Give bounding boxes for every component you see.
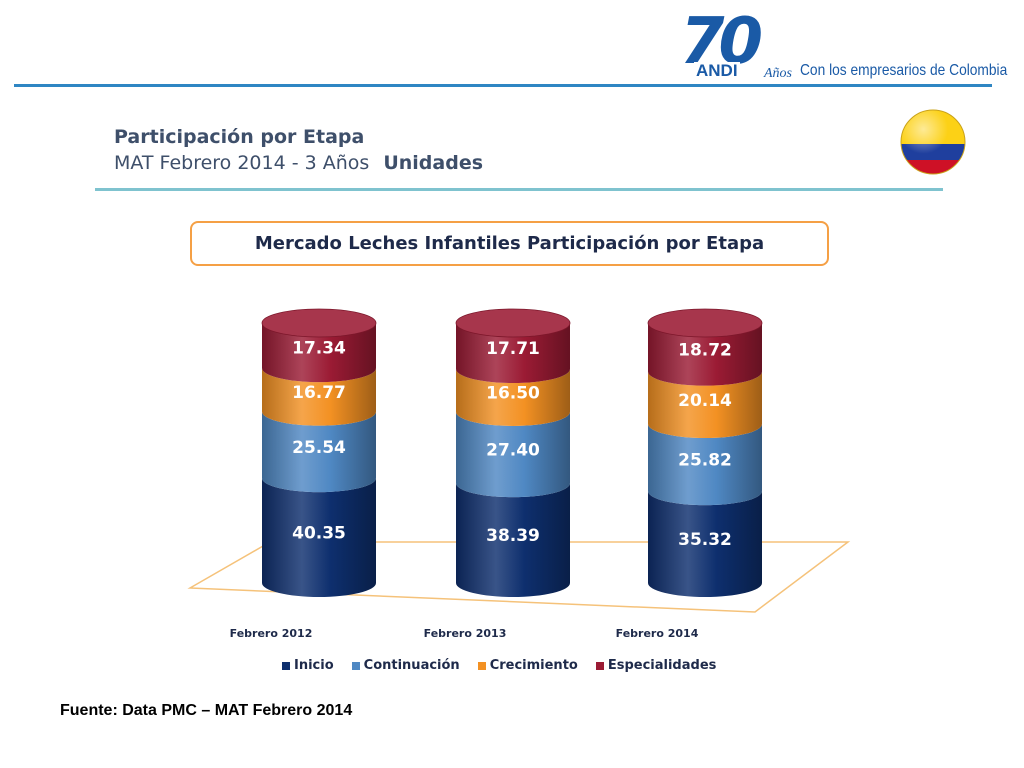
subtitle-period: MAT Febrero 2014 - 3 Años (114, 152, 370, 174)
legend-label: Crecimiento (489, 658, 578, 673)
legend-label: Especialidades (607, 658, 717, 673)
chart-title: Mercado Leches Infantiles Participación … (254, 233, 765, 254)
legend-swatch (282, 661, 290, 670)
legend-swatch (595, 661, 604, 670)
segment-especialidades (456, 323, 570, 384)
legend-swatch (477, 661, 486, 670)
andi-logo: 70 ANDI Años Con los empresarios de Colo… (680, 10, 1007, 82)
segment-crecimiento (262, 368, 376, 426)
chart-title-box: Mercado Leches Infantiles Participación … (190, 221, 829, 266)
data-label: 16.77 (292, 383, 346, 403)
category-label: Febrero 2014 (616, 627, 699, 640)
data-label: 25.54 (292, 438, 346, 458)
category-label: Febrero 2013 (424, 627, 507, 640)
legend-item: Inicio (282, 658, 334, 673)
subtitle-unit: Unidades (383, 152, 484, 174)
cylinder-top-cap (261, 308, 377, 338)
legend-item: Crecimiento (477, 658, 578, 673)
segment-crecimiento (648, 371, 762, 439)
cylinder-3: 35.32 25.82 20.14 18.72 (647, 308, 763, 597)
segment-inicio (456, 483, 570, 597)
segment-crecimiento (456, 369, 570, 426)
cylinder-2: 38.39 27.40 16.50 17.71 (455, 308, 571, 597)
data-label: 35.32 (678, 530, 732, 550)
segment-especialidades (262, 323, 376, 383)
legend-item: Continuación (351, 658, 460, 673)
logo-anos: Años (764, 66, 792, 81)
data-label: 38.39 (486, 526, 540, 546)
page-title: Participación por Etapa (114, 126, 365, 148)
segment-inicio (648, 491, 762, 597)
chart-legend: Inicio Continuación Crecimiento Especialida… (282, 658, 716, 673)
header-rule (14, 84, 992, 87)
colombia-flag-icon (900, 109, 966, 175)
data-label: 20.14 (678, 391, 732, 411)
legend-item: Especialidades (595, 658, 717, 673)
data-label: 17.34 (292, 339, 346, 359)
source-note: Fuente: Data PMC – MAT Febrero 2014 (60, 702, 353, 719)
stacked-cylinder-chart: 40.35 25.54 16.77 17.34 Febrero 2012 38.39 27.… (187, 308, 851, 640)
legend-label: Continuación (363, 658, 460, 673)
cylinder-top-cap (455, 308, 571, 338)
data-label: 40.35 (292, 524, 346, 544)
data-label: 16.50 (486, 383, 540, 403)
data-label: 18.72 (678, 340, 732, 360)
segment-continuación (262, 411, 376, 493)
segment-continuación (648, 424, 762, 506)
page-subtitle: MAT Febrero 2014 - 3 Años Unidades (114, 152, 483, 174)
cylinder-1: 40.35 25.54 16.77 17.34 (261, 308, 377, 597)
data-label: 27.40 (486, 441, 540, 461)
cylinder-top-cap (647, 308, 763, 338)
legend-label: Inicio (294, 658, 334, 673)
logo-brand: ANDI (694, 61, 740, 80)
legend-swatch (351, 661, 360, 670)
segment-inicio (262, 478, 376, 597)
data-label: 25.82 (678, 451, 732, 471)
category-label: Febrero 2012 (230, 627, 313, 640)
segment-especialidades (648, 323, 762, 386)
logo-tagline: Con los empresarios de Colombia (800, 62, 1008, 79)
title-rule (95, 188, 943, 191)
segment-continuación (456, 411, 570, 498)
data-label: 17.71 (486, 339, 540, 359)
